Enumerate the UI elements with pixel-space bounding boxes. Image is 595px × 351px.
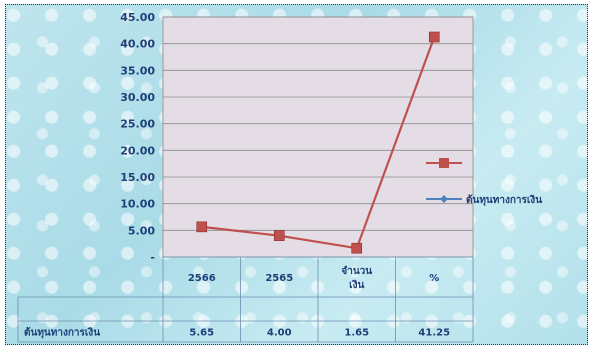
y-tick-label: 45.00: [120, 11, 155, 24]
data-point-marker: [351, 242, 363, 254]
y-tick-label: -: [150, 251, 155, 264]
series-lines: [196, 31, 440, 254]
category-label: 2566: [188, 273, 216, 284]
y-tick-label: 15.00: [120, 171, 155, 184]
y-tick-label: 5.00: [128, 224, 155, 237]
table-row-label: ต้นทุนทางการเงิน: [24, 327, 100, 339]
category-label: %: [429, 273, 439, 284]
data-point-marker: [196, 221, 208, 233]
category-label: 2565: [265, 273, 293, 284]
table-cell-value: 5.65: [189, 328, 214, 339]
y-tick-label: 30.00: [120, 91, 155, 104]
legend-marker: [439, 158, 449, 168]
legend-label: ต้นทุนทางการเงิน: [466, 194, 542, 206]
category-label: เงิน: [349, 279, 364, 291]
category-label: จำนวน: [341, 265, 372, 277]
plot-area: [162, 16, 474, 258]
table-cell-value: 1.65: [344, 328, 369, 339]
table-cell-value: 41.25: [418, 328, 450, 339]
y-tick-label: 20.00: [120, 144, 155, 157]
plot-background: [162, 16, 474, 258]
table-cell-value: 4.00: [267, 328, 292, 339]
gridlines: [163, 16, 473, 231]
legend-marker: [440, 195, 448, 203]
y-tick-label: 40.00: [120, 38, 155, 51]
y-tick-label: 10.00: [120, 198, 155, 211]
y-tick-label: 25.00: [120, 118, 155, 131]
line-chart: 45.00 40.00 35.00 30.00 25.00 20.00 15.00 10.00…: [17, 11, 542, 343]
legend: ต้นทุนทางการเงิน: [426, 158, 542, 206]
series-line: [201, 36, 436, 250]
y-axis-ticks: 45.00 40.00 35.00 30.00 25.00 20.00 15.00 10.00…: [120, 11, 155, 264]
data-point-marker: [273, 230, 285, 241]
y-tick-label: 35.00: [120, 64, 155, 77]
chart-frame: 45.00 40.00 35.00 30.00 25.00 20.00 15.00 10.00…: [5, 4, 588, 345]
data-point-marker: [428, 31, 440, 43]
